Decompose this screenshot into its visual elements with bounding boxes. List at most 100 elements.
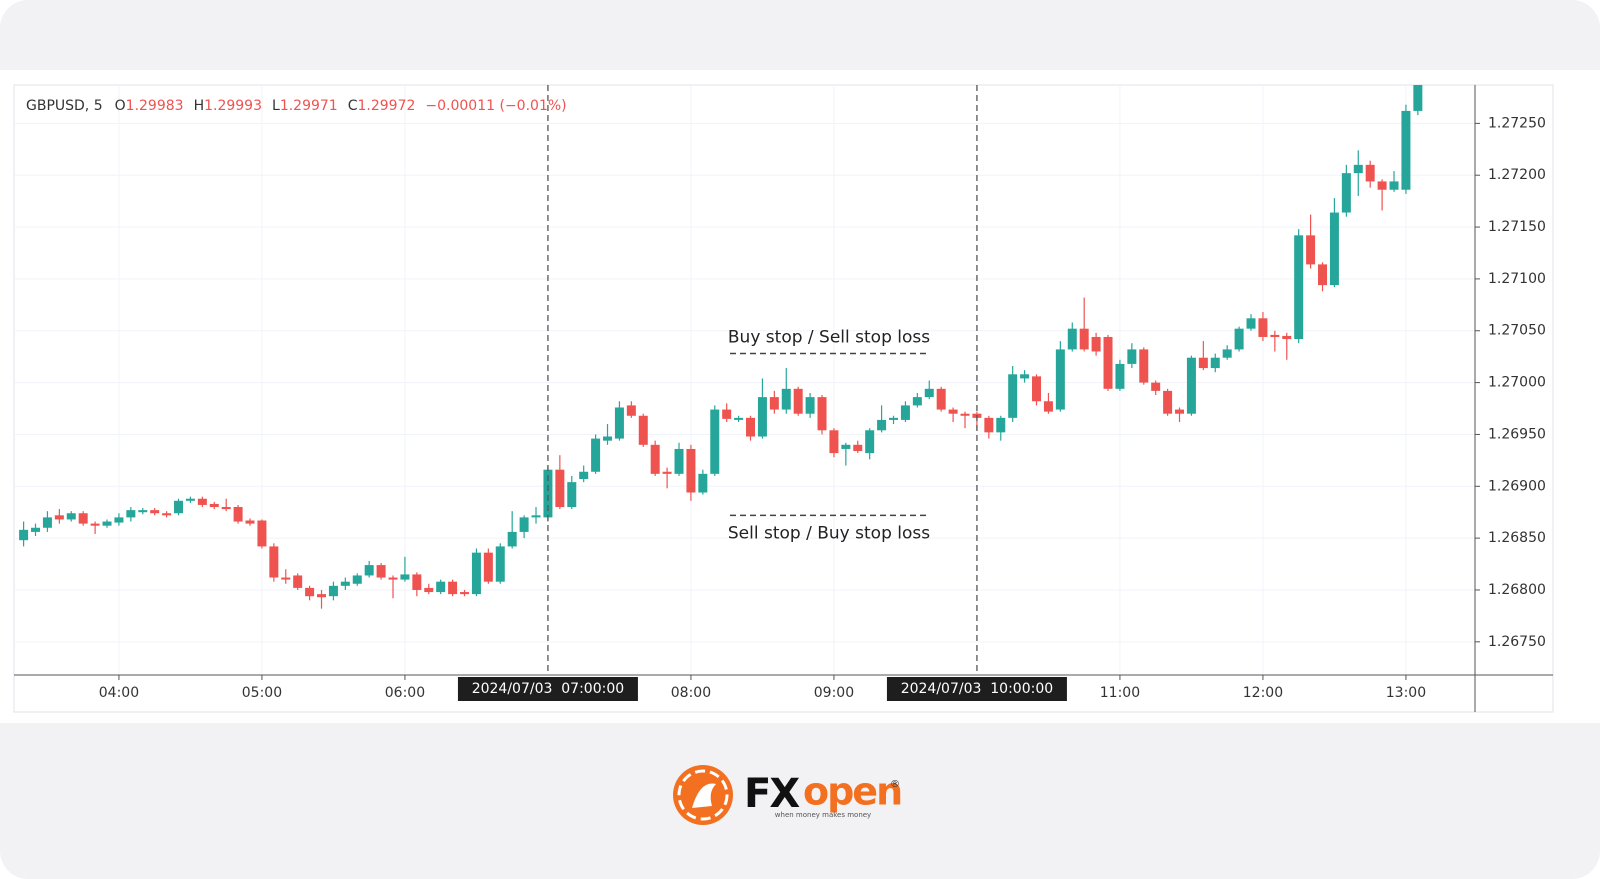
candle-body bbox=[1139, 349, 1149, 383]
legend-key: H bbox=[194, 98, 205, 114]
candle-body bbox=[853, 444, 863, 452]
candle-body bbox=[185, 498, 195, 501]
candle-body bbox=[388, 577, 398, 580]
legend-change: −0.00011 (−0.01%) bbox=[425, 98, 566, 114]
candle-body bbox=[626, 405, 636, 416]
y-tick-label: 1.27050 bbox=[1488, 323, 1546, 339]
candle-body bbox=[126, 510, 136, 518]
candle-body bbox=[936, 388, 946, 410]
y-tick-label: 1.26850 bbox=[1488, 530, 1546, 546]
y-tick-label: 1.27000 bbox=[1488, 375, 1546, 391]
candle-body bbox=[1258, 318, 1268, 337]
annotation-label: Buy stop / Sell stop loss bbox=[728, 328, 930, 348]
candle-body bbox=[281, 577, 291, 580]
logo-brand-dark: FX bbox=[744, 771, 800, 817]
candle-body bbox=[495, 546, 505, 582]
candle-body bbox=[31, 527, 41, 532]
candle-body bbox=[424, 587, 434, 593]
candle-body bbox=[352, 575, 362, 584]
y-tick-label: 1.27250 bbox=[1488, 115, 1546, 131]
x-tick-label: 05:00 bbox=[242, 685, 282, 701]
candle-body bbox=[614, 407, 624, 439]
candle-body bbox=[555, 469, 565, 508]
candle-body bbox=[829, 430, 839, 454]
candle-body bbox=[567, 482, 577, 508]
y-tick-label: 1.26950 bbox=[1488, 426, 1546, 442]
candle-body bbox=[960, 413, 970, 416]
candle-body bbox=[603, 436, 613, 441]
logo: FX open ® when money makes money bbox=[673, 765, 903, 825]
candle-body bbox=[400, 574, 410, 580]
candle-body bbox=[1127, 349, 1137, 364]
candle-body bbox=[412, 574, 422, 590]
candle-body bbox=[54, 515, 64, 520]
candle-body bbox=[162, 513, 172, 516]
candle-body bbox=[269, 546, 279, 578]
candle-body bbox=[793, 388, 803, 414]
candle-body bbox=[710, 409, 720, 474]
candle-body bbox=[1151, 382, 1161, 391]
candle-body bbox=[102, 521, 112, 526]
candle-body bbox=[1091, 336, 1101, 352]
candle-body bbox=[150, 510, 160, 514]
candle-body bbox=[805, 397, 815, 414]
legend-key: O bbox=[115, 98, 126, 114]
x-tick-label: 08:00 bbox=[671, 685, 711, 701]
candle-body bbox=[781, 388, 791, 410]
candle-body bbox=[1222, 349, 1232, 358]
candle-body bbox=[900, 405, 910, 420]
candle-body bbox=[376, 565, 386, 578]
candle-body bbox=[650, 444, 660, 474]
candle-body bbox=[1282, 335, 1292, 340]
candle-body bbox=[245, 520, 255, 524]
candle-body bbox=[305, 587, 315, 597]
candles bbox=[19, 85, 1423, 609]
candle-body bbox=[1353, 164, 1363, 174]
candle-body bbox=[507, 531, 517, 547]
candle-body bbox=[460, 592, 470, 595]
logo-icon-shape bbox=[692, 783, 716, 808]
candle-body bbox=[233, 507, 243, 522]
x-tick-label: 13:00 bbox=[1386, 685, 1426, 701]
candle-body bbox=[138, 510, 148, 513]
candle-body bbox=[1365, 164, 1375, 182]
annotation-label: Sell stop / Buy stop loss bbox=[728, 523, 930, 543]
candle-body bbox=[1175, 409, 1185, 414]
candle-body bbox=[543, 469, 553, 518]
y-tick-label: 1.27200 bbox=[1488, 167, 1546, 183]
candle-body bbox=[197, 498, 207, 505]
candle-body bbox=[1079, 328, 1089, 350]
candle-body bbox=[448, 581, 458, 595]
legend-value: 1.29972 bbox=[358, 98, 416, 114]
candle-body bbox=[912, 397, 922, 406]
candle-body bbox=[78, 513, 88, 524]
logo-brand-accent: open bbox=[803, 770, 901, 814]
candle-body bbox=[996, 417, 1006, 433]
candle-body bbox=[1306, 235, 1316, 265]
x-tick-label: 11:00 bbox=[1100, 685, 1140, 701]
candle-body bbox=[1318, 264, 1328, 286]
candle-body bbox=[591, 438, 601, 472]
candle-body bbox=[471, 552, 481, 595]
candle-body bbox=[1294, 235, 1304, 340]
legend-value: 1.29993 bbox=[204, 98, 262, 114]
candle-body bbox=[221, 507, 231, 510]
candle-body bbox=[841, 444, 851, 449]
candle-body bbox=[1020, 374, 1030, 379]
candle-body bbox=[698, 473, 708, 493]
candle-body bbox=[1270, 334, 1280, 337]
candle-body bbox=[1008, 374, 1018, 418]
candle-body bbox=[686, 448, 696, 493]
overlay: 2024/07/03 07:00:00 2024/07/03 10:00:00 Bu… bbox=[457, 85, 1067, 701]
chart-frame bbox=[13, 84, 1554, 713]
candle-body bbox=[1341, 173, 1351, 213]
candle-body bbox=[1103, 336, 1113, 389]
candle-body bbox=[364, 565, 374, 576]
candle-body bbox=[1413, 85, 1423, 111]
candle-body bbox=[734, 417, 744, 420]
candle-body bbox=[769, 397, 779, 410]
candle-body bbox=[1067, 328, 1077, 350]
candle-body bbox=[817, 397, 827, 431]
